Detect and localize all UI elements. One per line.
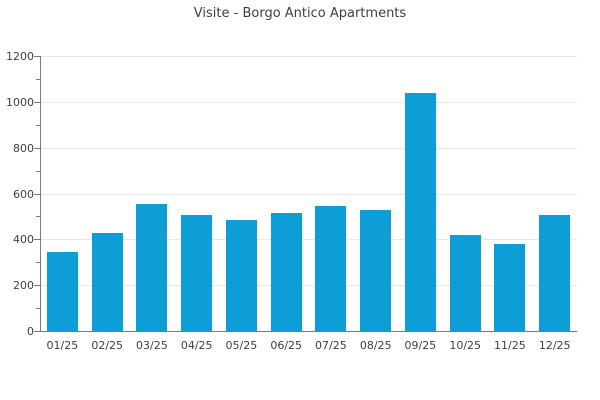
x-tick-label: 02/25 bbox=[91, 339, 124, 352]
y-major-tick bbox=[34, 101, 40, 103]
y-tick-label: 0 bbox=[27, 325, 34, 338]
y-major-tick bbox=[34, 193, 40, 195]
gridline bbox=[40, 193, 577, 195]
gridline bbox=[40, 239, 577, 241]
x-tick-label: 06/25 bbox=[270, 339, 303, 352]
bar-10/25 bbox=[449, 234, 481, 332]
bar-08/25 bbox=[360, 209, 392, 331]
bar-06/25 bbox=[270, 213, 302, 331]
gridline bbox=[40, 56, 577, 57]
x-tick-label: 08/25 bbox=[359, 339, 392, 352]
x-axis-line bbox=[40, 331, 577, 332]
y-major-tick bbox=[34, 331, 40, 332]
bar-05/25 bbox=[225, 219, 257, 331]
y-axis-line bbox=[40, 56, 41, 331]
bar-11/25 bbox=[494, 244, 526, 331]
y-major-tick bbox=[34, 147, 40, 149]
y-tick-label: 400 bbox=[13, 233, 34, 247]
bar-12/25 bbox=[539, 214, 571, 331]
x-tick-label: 05/25 bbox=[225, 339, 258, 352]
x-tick-label: 03/25 bbox=[136, 339, 168, 352]
bar-09/25 bbox=[404, 93, 436, 331]
y-major-tick bbox=[34, 285, 40, 287]
y-tick-label: 1200 bbox=[6, 50, 34, 63]
y-minor-tick bbox=[36, 216, 40, 218]
chart-title: Visite - Borgo Antico Apartments bbox=[193, 6, 407, 21]
bar-04/25 bbox=[181, 215, 213, 331]
x-tick-label: 04/25 bbox=[180, 339, 213, 352]
x-tick-label: 01/25 bbox=[46, 339, 79, 352]
y-tick-label: 1000 bbox=[6, 95, 34, 109]
y-minor-tick bbox=[36, 308, 40, 310]
y-minor-tick bbox=[36, 262, 40, 264]
x-tick-label: 11/25 bbox=[494, 339, 526, 352]
y-tick-label: 600 bbox=[13, 187, 34, 201]
gridline bbox=[40, 101, 577, 103]
gridline bbox=[40, 147, 577, 149]
bar-01/25 bbox=[46, 251, 78, 331]
x-tick-label: 07/25 bbox=[315, 339, 347, 352]
bar-07/25 bbox=[315, 206, 347, 331]
y-tick-label: 800 bbox=[13, 141, 34, 155]
bar-02/25 bbox=[91, 232, 123, 331]
y-minor-tick bbox=[36, 124, 40, 126]
y-minor-tick bbox=[36, 170, 40, 172]
y-minor-tick bbox=[36, 78, 40, 80]
y-major-tick bbox=[34, 56, 40, 57]
y-major-tick bbox=[34, 239, 40, 241]
bar-03/25 bbox=[136, 203, 168, 331]
x-tick-label: 12/25 bbox=[538, 339, 571, 352]
gridline bbox=[40, 285, 577, 287]
x-tick-label: 09/25 bbox=[404, 339, 437, 352]
x-tick-label: 10/25 bbox=[449, 339, 482, 352]
y-tick-label: 200 bbox=[13, 279, 34, 293]
